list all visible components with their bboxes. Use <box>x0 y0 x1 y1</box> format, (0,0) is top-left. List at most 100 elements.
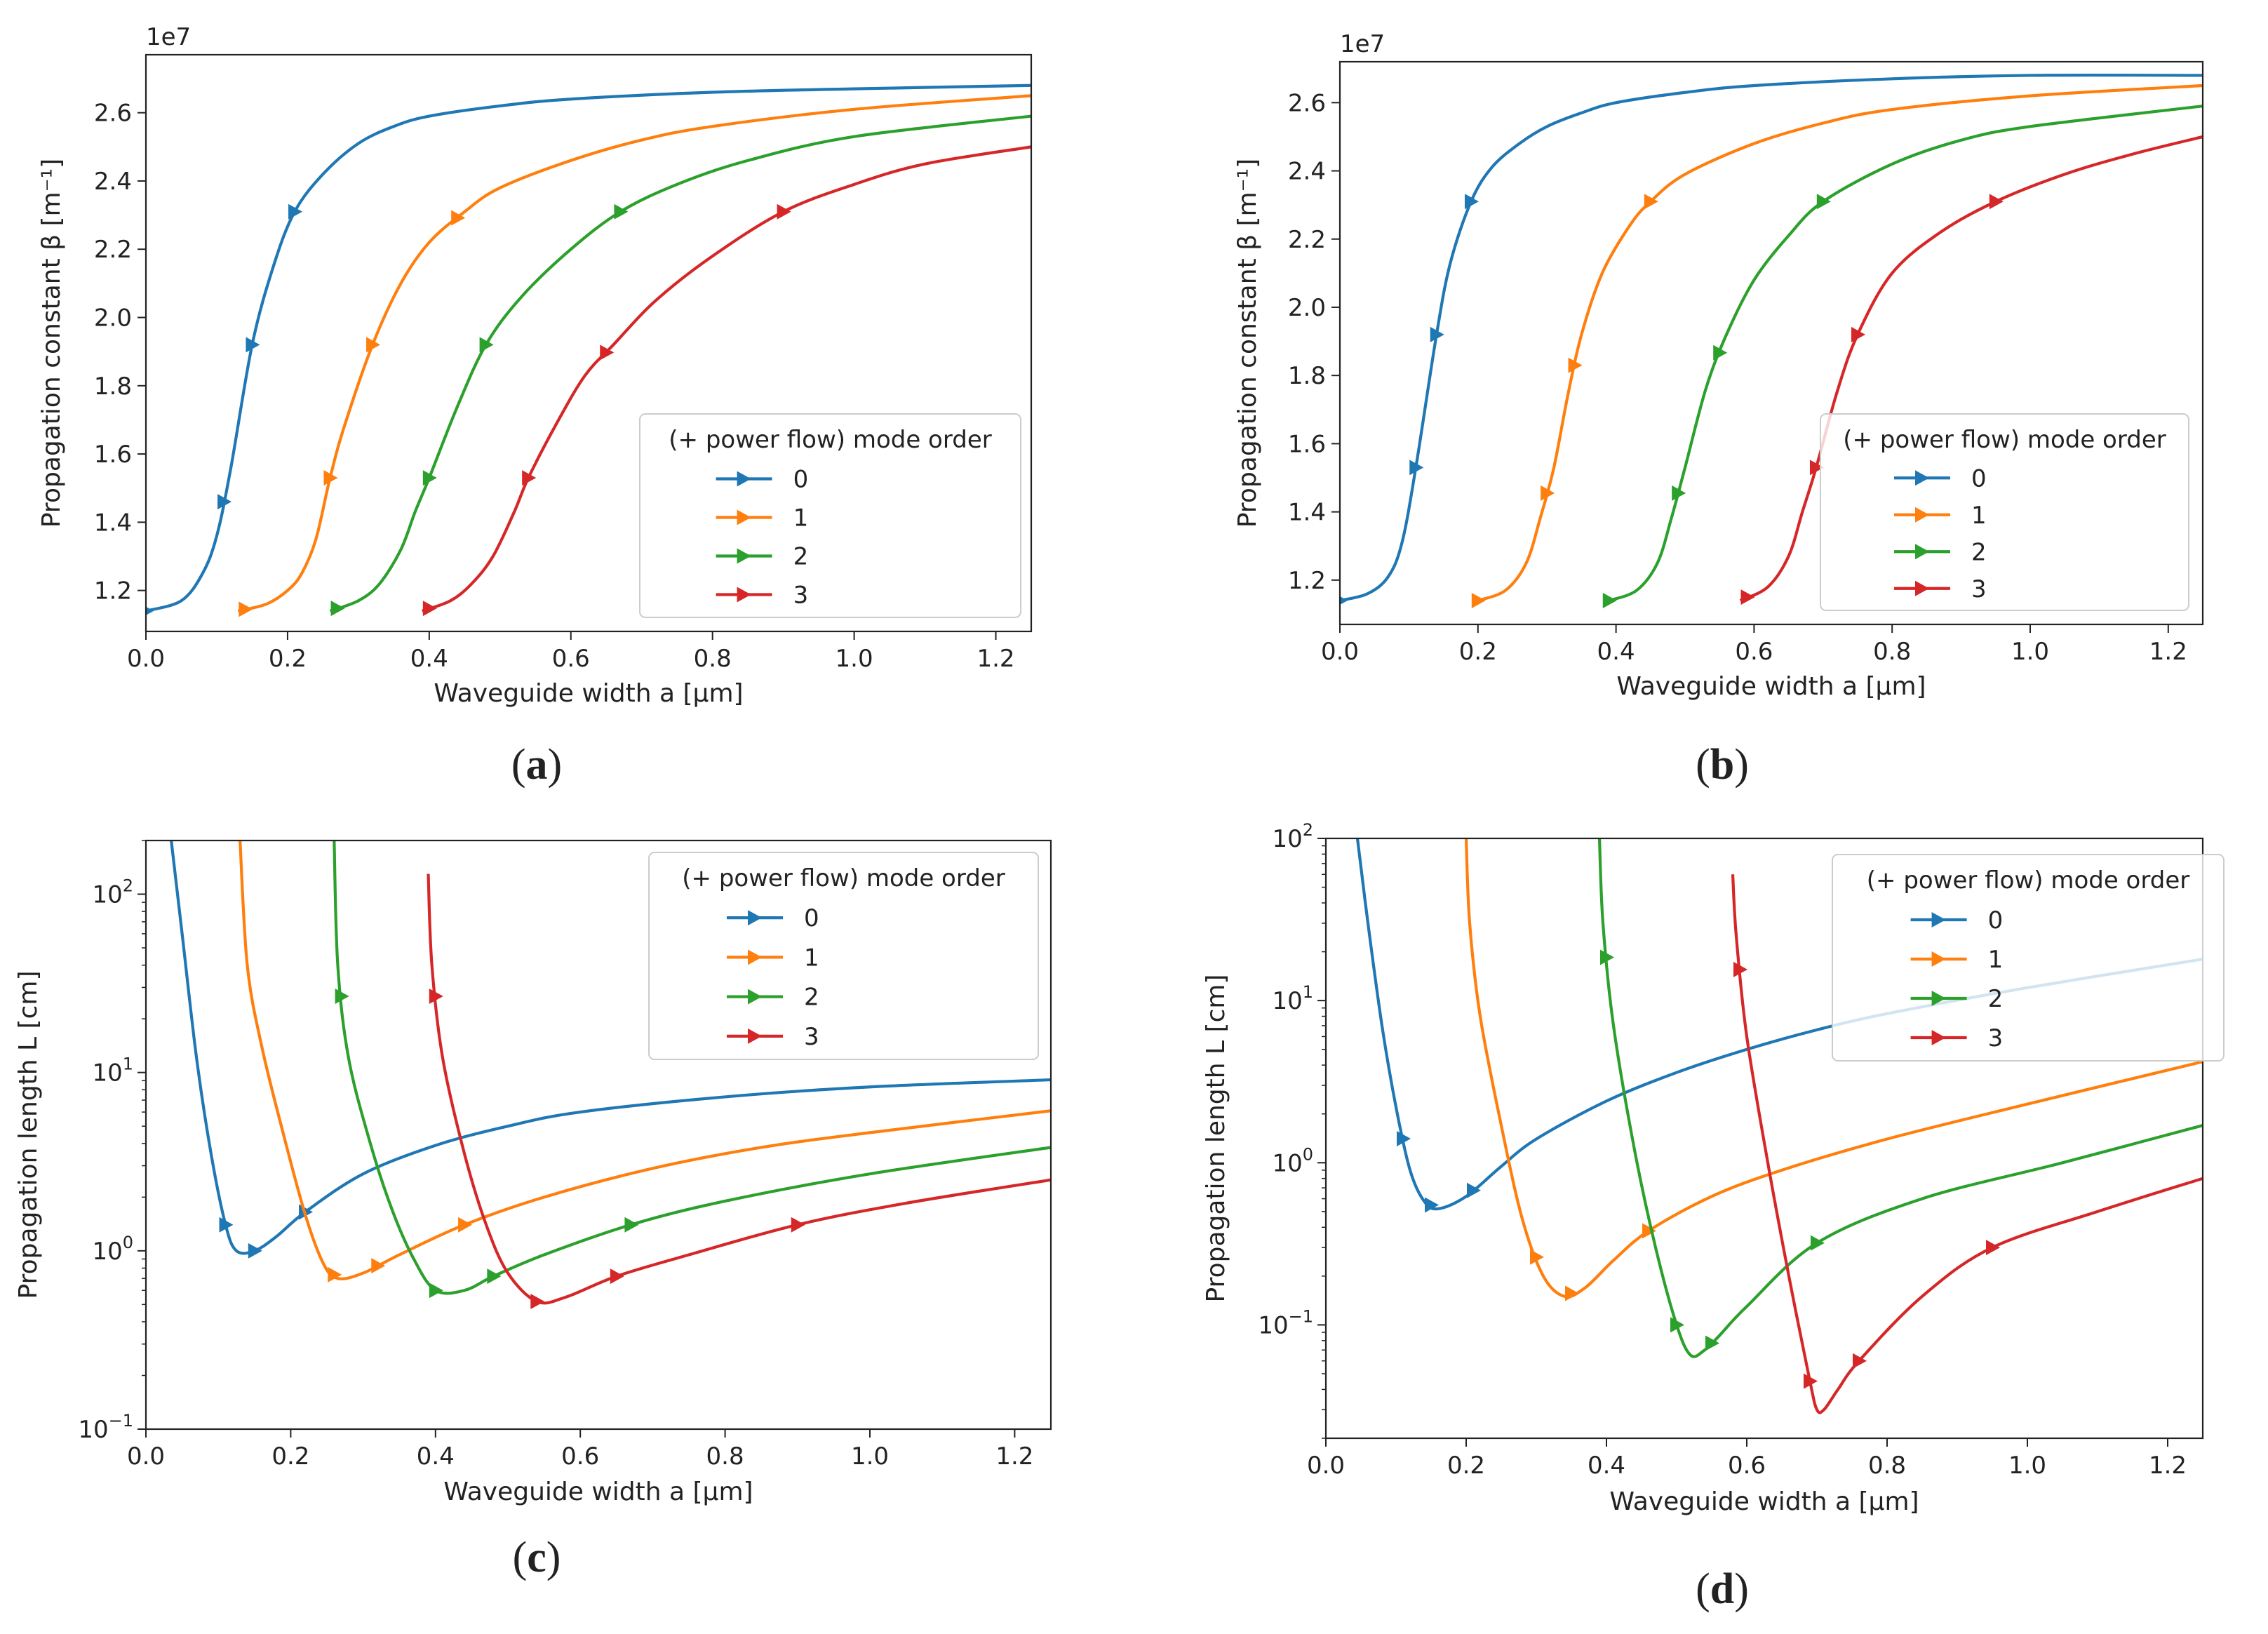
x-tick-label: 0.2 <box>269 645 307 673</box>
direction-arrow-marker <box>487 1268 502 1285</box>
y-tick-label: 2.6 <box>1288 89 1326 117</box>
direction-arrow-marker <box>1713 344 1728 361</box>
x-tick-label: 1.2 <box>977 645 1014 673</box>
direction-arrow-marker <box>1672 485 1686 501</box>
x-tick-label: 1.0 <box>2011 638 2049 666</box>
x-tick-label: 0.6 <box>1735 638 1773 666</box>
legend-entry-label: 0 <box>804 904 819 932</box>
y-tick-label: 1.8 <box>94 373 132 401</box>
x-tick-label: 0.4 <box>1597 638 1635 666</box>
series-line-mode-1 <box>1464 838 2203 1299</box>
x-tick-label: 0.8 <box>1868 1452 1906 1480</box>
x-tick-label: 0.0 <box>127 645 165 673</box>
legend-title: (+ power flow) mode order <box>1867 866 2189 895</box>
y-offset-label: 1e7 <box>146 23 191 51</box>
legend-entry-label: 2 <box>1971 538 1987 566</box>
y-tick-label: 1.2 <box>94 577 132 605</box>
x-tick-label: 1.0 <box>2008 1452 2046 1480</box>
legend-entry-label: 1 <box>804 944 819 972</box>
direction-arrow-marker <box>246 337 260 353</box>
direction-arrow-marker <box>429 1283 443 1299</box>
direction-arrow-marker <box>429 988 443 1004</box>
direction-arrow-marker <box>366 337 381 353</box>
direction-arrow-marker <box>288 203 303 220</box>
series-line-mode-0 <box>146 83 1031 612</box>
series-line-mode-3 <box>1739 135 2203 602</box>
y-tick-label: 2.2 <box>94 236 132 264</box>
x-tick-label: 0.8 <box>694 645 732 673</box>
direction-arrow-marker <box>371 1258 386 1274</box>
x-tick-label: 0.0 <box>127 1442 165 1471</box>
y-axis-label: Propagation constant β [m⁻¹] <box>1233 159 1262 528</box>
direction-arrow-marker <box>1530 1249 1544 1265</box>
direction-arrow-marker <box>422 470 437 486</box>
legend-title: (+ power flow) mode order <box>669 426 991 454</box>
y-tick-label: 2.4 <box>1288 158 1326 186</box>
x-tick-label: 0.8 <box>706 1442 744 1471</box>
legend-box <box>1832 854 2225 1062</box>
y-tick-label: 2.2 <box>1288 226 1326 254</box>
legend-entry-label: 2 <box>793 543 809 571</box>
legend-entry-label: 3 <box>1971 575 1987 603</box>
direction-arrow-marker <box>1670 1317 1684 1333</box>
direction-arrow-marker <box>1989 194 2004 210</box>
direction-arrow-marker <box>1644 194 1658 210</box>
direction-arrow-marker <box>1464 194 1479 210</box>
direction-arrow-marker <box>219 1217 234 1233</box>
legend-title: (+ power flow) mode order <box>1843 426 2166 454</box>
y-tick-label: 2.6 <box>94 100 132 128</box>
legend-arrow-marker <box>737 548 751 564</box>
x-tick-label: 0.0 <box>1307 1452 1345 1480</box>
direction-arrow-marker <box>791 1217 805 1233</box>
panel-label: (b) <box>1696 741 1749 789</box>
direction-arrow-marker <box>1467 1182 1481 1198</box>
series-line-mode-1 <box>239 841 1051 1280</box>
legend-box <box>648 852 1039 1060</box>
direction-arrow-marker <box>1804 1373 1818 1389</box>
legend-entry-label: 3 <box>804 1023 819 1051</box>
direction-arrow-marker <box>323 470 338 486</box>
legend-arrow-marker <box>1915 544 1929 560</box>
direction-arrow-marker <box>1740 589 1755 605</box>
y-tick-label: 100 <box>92 1233 133 1266</box>
plot-area <box>146 83 1031 617</box>
direction-arrow-marker <box>1853 1353 1867 1369</box>
series-line-mode-1 <box>1477 83 2203 602</box>
panel-label: (a) <box>511 741 562 789</box>
legend-arrow-marker <box>1931 951 1946 967</box>
axes-frame <box>145 53 1033 633</box>
y-tick-label: 101 <box>1272 982 1313 1015</box>
y-tick-label: 101 <box>92 1054 133 1087</box>
direction-arrow-marker <box>422 601 437 617</box>
legend-title: (+ power flow) mode order <box>682 864 1005 892</box>
direction-arrow-marker <box>451 210 466 226</box>
direction-arrow-marker <box>1816 194 1831 210</box>
y-tick-label: 102 <box>1272 820 1313 853</box>
panel-label: (d) <box>1696 1565 1749 1613</box>
y-tick-label: 1.6 <box>1288 430 1326 458</box>
y-tick-label: 100 <box>1272 1144 1313 1177</box>
legend-entry-label: 1 <box>1988 946 2004 974</box>
panel-b: 0.0 0.2 0.4 0.6 0.8 1.0 1.2 1.2 1.4 1.6 1.8 2.0 2.2 2… <box>1233 30 2204 789</box>
y-tick-label: 2.0 <box>94 304 132 333</box>
direction-arrow-marker <box>330 601 345 617</box>
direction-arrow-marker <box>1340 596 1348 605</box>
x-tick-label: 1.2 <box>2149 1452 2187 1480</box>
y-tick-label: 10−1 <box>78 1411 133 1444</box>
direction-arrow-marker <box>1568 357 1583 373</box>
direction-arrow-marker <box>777 203 791 220</box>
legend-arrow-marker <box>737 509 751 525</box>
series-line-mode-2 <box>333 841 1051 1295</box>
series-line-mode-2 <box>1597 838 2203 1358</box>
legend-arrow-marker <box>1931 991 1946 1006</box>
x-axis-label: Waveguide width a [μm] <box>434 679 743 708</box>
legend-box <box>1820 413 2189 611</box>
y-axis-label: Propagation constant β [m⁻¹] <box>37 159 66 528</box>
legend-entry-label: 1 <box>793 504 809 533</box>
panel-c: 0.0 0.2 0.4 0.6 0.8 1.0 1.210−1100101102Wavegu… <box>14 839 1052 1581</box>
direction-arrow-marker <box>522 470 537 486</box>
direction-arrow-marker <box>1851 326 1865 342</box>
legend-entry-label: 3 <box>1988 1024 2004 1052</box>
y-tick-label: 2.0 <box>1288 294 1326 322</box>
direction-arrow-marker <box>217 494 232 510</box>
